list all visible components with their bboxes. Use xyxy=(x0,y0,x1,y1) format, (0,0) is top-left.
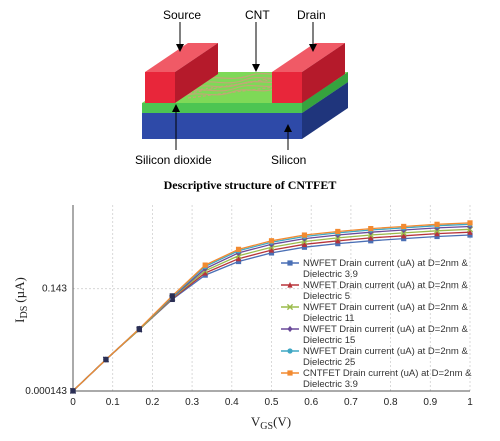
data-point-marker xyxy=(136,326,142,332)
x-tick-label: 0.4 xyxy=(225,397,239,408)
diagram-caption: Descriptive structure of CNTFET xyxy=(164,178,337,192)
x-tick-label: 0.9 xyxy=(423,397,437,408)
drain-label: Drain xyxy=(297,8,326,22)
x-gridlines xyxy=(112,205,471,391)
data-point-marker xyxy=(301,244,308,250)
source-leader-arrow xyxy=(176,44,184,52)
silicon-leader-arrow xyxy=(284,124,292,132)
data-point-marker xyxy=(169,293,175,299)
data-point-marker xyxy=(235,258,242,265)
x-tick-label: 0.2 xyxy=(145,397,159,408)
legend-entry-label-cont: Dielectric 25 xyxy=(303,357,355,368)
x-tick-label: 0.6 xyxy=(304,397,318,408)
legend-entry-label: NWFET Drain current (uA) at D=2nm & xyxy=(303,280,468,291)
data-point-marker xyxy=(235,246,242,252)
source-label: Source xyxy=(163,8,201,22)
data-point-marker xyxy=(401,232,407,239)
data-point-marker xyxy=(103,356,109,363)
drain-leader-arrow xyxy=(309,44,317,52)
drain-electrode-front xyxy=(272,72,302,103)
legend-swatch-marker xyxy=(287,325,293,333)
legend-entry-label-cont: Dielectric 3.9 xyxy=(303,379,358,390)
data-point-marker xyxy=(335,228,341,235)
source-electrode-front xyxy=(145,72,175,103)
legend-swatch-marker xyxy=(287,281,293,288)
silicon-substrate-side xyxy=(302,82,348,139)
data-point-marker xyxy=(467,229,473,235)
data-point-marker xyxy=(70,388,76,394)
x-tick-label: 1 xyxy=(467,397,473,408)
x-tick-label: 0.5 xyxy=(265,397,279,408)
x-tick-label: 0 xyxy=(70,397,76,408)
data-point-marker xyxy=(434,230,440,237)
y-axis-title-main: I xyxy=(12,319,27,323)
legend-entry-label: CNTFET Drain current (uA) at D=2nm & xyxy=(303,368,472,379)
drain-electrode-top xyxy=(272,43,345,72)
source-electrode-side xyxy=(175,43,218,103)
data-point-marker xyxy=(434,221,440,227)
data-point-marker xyxy=(202,262,208,268)
legend-entry-label: NWFET Drain current (uA) at D=2nm & xyxy=(303,302,468,313)
x-axis-title-sub: GS xyxy=(260,421,273,432)
silicon-label: Silicon xyxy=(271,153,306,167)
data-point-marker xyxy=(335,241,341,247)
legend-swatch-marker xyxy=(287,370,293,376)
legend-entry-label-cont: Dielectric 11 xyxy=(303,313,355,324)
data-point-marker xyxy=(235,255,242,262)
drain-electrode-side xyxy=(302,43,345,103)
x-axis-title: VGS(V) xyxy=(251,414,291,432)
data-point-marker xyxy=(401,236,407,242)
silicon-dioxide-label: Silicon dioxide xyxy=(135,153,212,167)
iv-chart: 0 0.1 0.2 0.3 0.4 0.5 0.6 0.7 0.8 0.9 1 0.0001430.… xyxy=(12,205,473,432)
y-tick-label: 0.000143 xyxy=(25,386,67,397)
y-tick-labels: 0.000143 0.143 xyxy=(25,284,67,397)
y-tick-label: 0.143 xyxy=(42,284,67,295)
x-tick-label: 0.3 xyxy=(185,397,199,408)
x-tick-label: 0.8 xyxy=(384,397,398,408)
legend-entry-label-cont: Dielectric 15 xyxy=(303,335,355,346)
x-tick-labels: 0 0.1 0.2 0.3 0.4 0.5 0.6 0.7 0.8 0.9 1 xyxy=(70,397,473,408)
oxide-leader-arrow xyxy=(172,104,180,112)
data-point-marker xyxy=(434,233,440,240)
data-point-marker xyxy=(368,238,374,244)
series-lines xyxy=(69,220,474,394)
data-point-marker xyxy=(301,232,308,238)
data-point-marker xyxy=(301,241,308,247)
cntfet-diagram: Source CNT Drain Silicon dioxide Silicon… xyxy=(135,8,348,192)
source-electrode-top xyxy=(145,43,218,72)
cnt-leader-arrow xyxy=(252,64,260,72)
data-point-marker xyxy=(368,226,374,232)
data-point-marker xyxy=(401,223,407,230)
silicon-substrate-front xyxy=(142,113,302,139)
legend-swatch-marker xyxy=(286,303,294,311)
x-axis-title-unit: (V) xyxy=(273,414,291,429)
data-point-marker xyxy=(467,220,473,226)
legend-entry-label: NWFET Drain current (uA) at D=2nm & xyxy=(303,324,468,335)
data-point-marker xyxy=(335,237,341,244)
legend-swatch-marker xyxy=(287,260,293,266)
y-axis-title: IDS (µA) xyxy=(12,277,30,323)
oxide-side xyxy=(302,72,348,113)
cnt-label: CNT xyxy=(245,8,270,22)
data-point-marker xyxy=(268,238,275,244)
legend-entry-label-cont: Dielectric 3.9 xyxy=(303,269,358,280)
x-tick-label: 0.7 xyxy=(344,397,358,408)
x-axis-title-main: V xyxy=(251,414,261,429)
data-point-marker xyxy=(268,250,275,256)
legend: NWFET Drain current (uA) at D=2nm &Diele… xyxy=(281,258,472,390)
legend-entry-label: NWFET Drain current (uA) at D=2nm & xyxy=(303,346,468,357)
data-point-marker xyxy=(202,269,208,276)
y-axis-title-sub: DS xyxy=(19,306,30,319)
oxide-front xyxy=(142,103,302,113)
x-tick-label: 0.1 xyxy=(106,397,120,408)
legend-swatch-marker xyxy=(287,348,293,354)
data-point-marker xyxy=(268,246,275,253)
y-axis-title-unit: (µA) xyxy=(12,277,27,303)
legend-entry-label-cont: Dielectric 5 xyxy=(303,291,350,302)
data-point-marker xyxy=(467,232,473,238)
legend-entry-label: NWFET Drain current (uA) at D=2nm & xyxy=(303,258,468,269)
data-point-marker xyxy=(368,234,374,241)
